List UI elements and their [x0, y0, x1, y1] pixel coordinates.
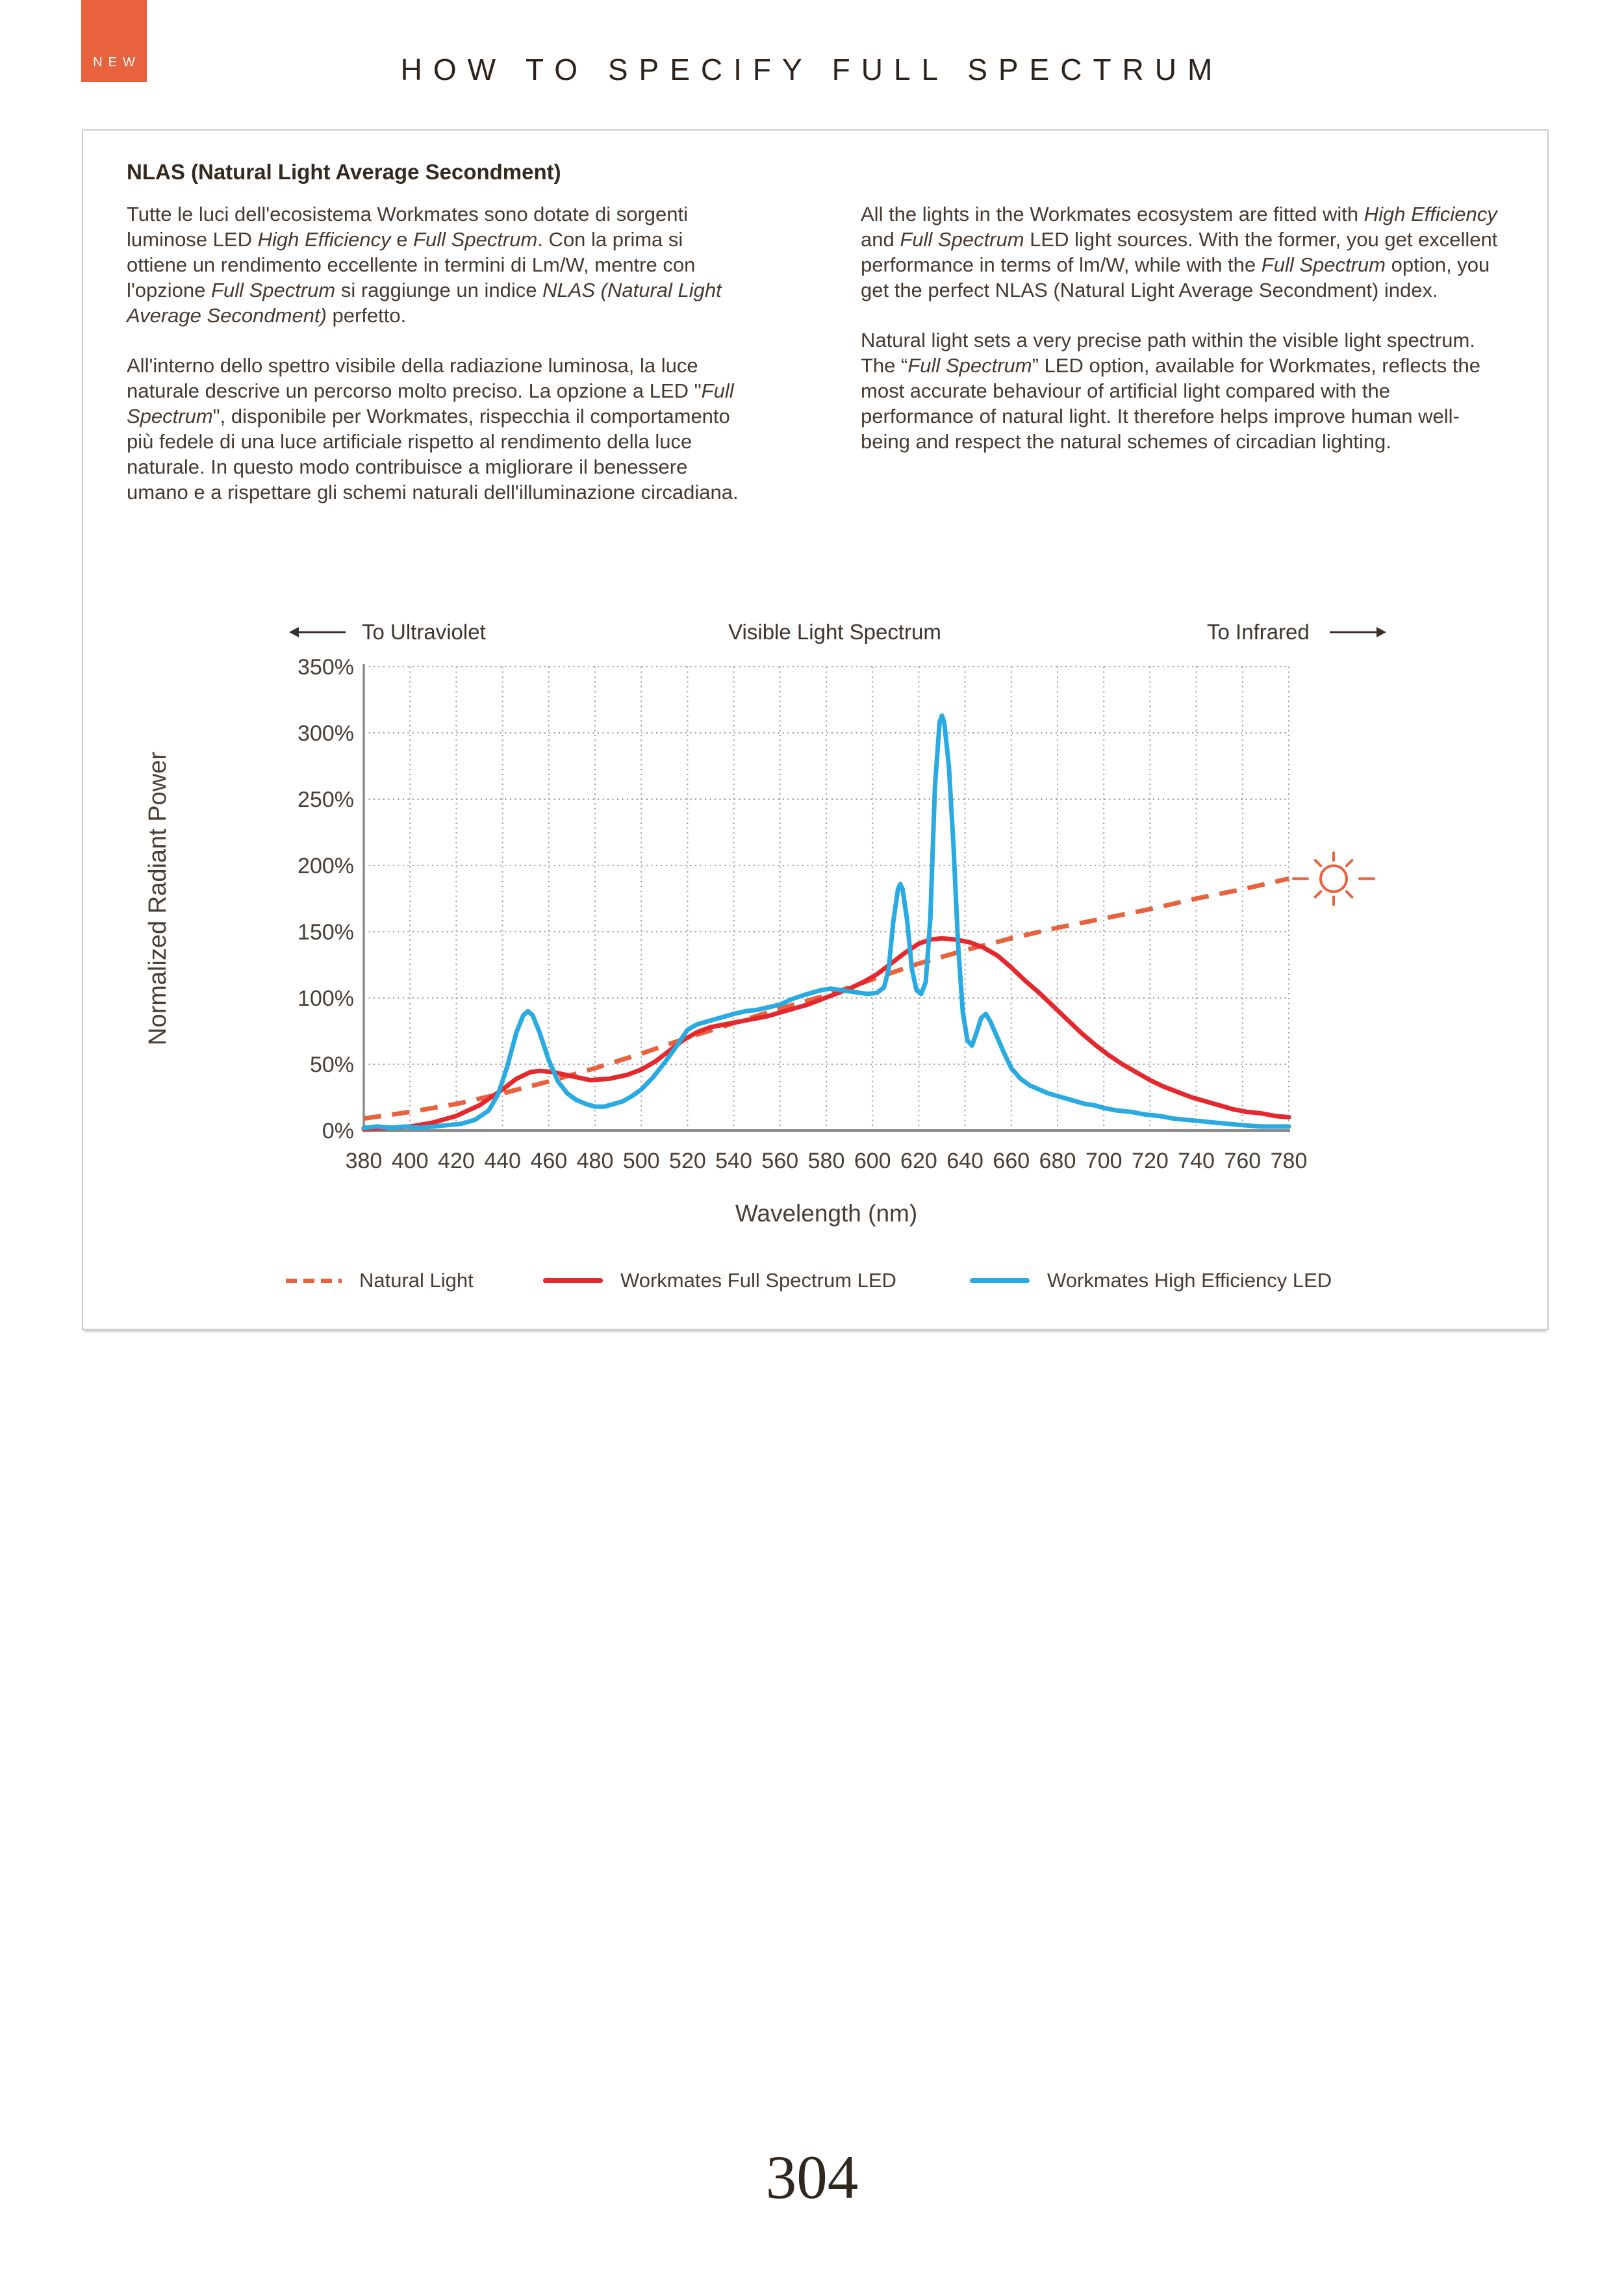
- legend-item-high-efficiency: Workmates High Efficiency LED: [970, 1269, 1332, 1292]
- x-tick-label: 640: [946, 1149, 983, 1173]
- y-tick-label: 350%: [298, 655, 354, 680]
- curve-workmates-high-efficiency-led: [361, 713, 1291, 1131]
- spectrum-chart: 0% 50% 100% 150% 200% 250% 300% 350% 380 400 420 44…: [117, 585, 1416, 1332]
- x-tick-label: 540: [715, 1149, 752, 1173]
- panel-heading: NLAS (Natural Light Average Secondment): [127, 160, 561, 184]
- y-tick-label: 300%: [298, 721, 354, 746]
- x-axis-title: Wavelength (nm): [735, 1200, 917, 1227]
- y-tick-label: 250%: [298, 787, 354, 812]
- x-tick-label: 500: [623, 1149, 660, 1173]
- chart-svg: 0% 50% 100% 150% 200% 250% 300% 350% 380 400 420 44…: [144, 655, 1375, 1227]
- y-axis-title: Normalized Radiant Power: [144, 752, 171, 1045]
- x-tick-label: 480: [577, 1149, 614, 1173]
- column-italian: Tutte le luci dell'ecosistema Workmates …: [127, 201, 744, 530]
- paragraph-en-2: Natural light sets a very precise path w…: [861, 329, 1480, 453]
- new-badge-label: NEW: [93, 55, 141, 70]
- sun-icon: [1292, 851, 1375, 906]
- full-spectrum-swatch: [543, 1278, 603, 1283]
- x-tick-label: 600: [854, 1149, 891, 1173]
- new-badge: NEW: [81, 0, 147, 82]
- x-tick-label: 620: [900, 1149, 937, 1173]
- y-tick-label: 200%: [298, 854, 354, 878]
- curve-workmates-full-spectrum-led: [361, 936, 1291, 1132]
- curve-natural-light: [363, 876, 1289, 1121]
- chart-generated: 0% 50% 100% 150% 200% 250% 300% 350% 380 400 420 44…: [298, 655, 1375, 1173]
- x-tick-label: 460: [530, 1149, 567, 1173]
- legend-item-natural-light: Natural Light: [286, 1269, 474, 1292]
- label-visible-light-spectrum: Visible Light Spectrum: [728, 620, 941, 644]
- label-to-infrared: To Infrared: [1207, 620, 1310, 644]
- page-title: HOW TO SPECIFY FULL SPECTRUM: [400, 53, 1224, 86]
- x-tick-label: 780: [1271, 1149, 1308, 1173]
- paragraph-it-2: All'interno dello spettro visibile della…: [127, 354, 739, 504]
- y-tick-label: 0%: [322, 1119, 354, 1143]
- legend-label-full-spectrum: Workmates Full Spectrum LED: [620, 1269, 896, 1292]
- paragraph-en-1: All the lights in the Workmates ecosyste…: [861, 203, 1498, 301]
- x-tick-label: 420: [438, 1149, 475, 1173]
- x-tick-label: 380: [346, 1149, 383, 1173]
- y-tick-label: 100%: [298, 986, 354, 1011]
- x-tick-label: 520: [669, 1149, 706, 1173]
- legend-label-high-efficiency: Workmates High Efficiency LED: [1047, 1269, 1332, 1292]
- x-tick-label: 700: [1085, 1149, 1123, 1173]
- right-arrow-icon: [1330, 622, 1387, 642]
- x-tick-label: 440: [484, 1149, 521, 1173]
- label-to-ultraviolet: To Ultraviolet: [362, 620, 486, 644]
- x-tick-label: 400: [392, 1149, 429, 1173]
- x-tick-label: 580: [808, 1149, 845, 1173]
- x-tick-label: 740: [1178, 1149, 1215, 1173]
- x-tick-label: 760: [1224, 1149, 1261, 1173]
- high-efficiency-swatch: [970, 1278, 1030, 1283]
- y-tick-label: 50%: [310, 1053, 354, 1077]
- legend-item-full-spectrum: Workmates Full Spectrum LED: [543, 1269, 896, 1292]
- column-english: All the lights in the Workmates ecosyste…: [861, 201, 1504, 479]
- left-arrow-icon: [288, 622, 346, 642]
- page-number: 304: [765, 2143, 859, 2212]
- legend-label-natural-light: Natural Light: [359, 1269, 474, 1292]
- x-tick-label: 560: [761, 1149, 798, 1173]
- y-tick-label: 150%: [298, 920, 354, 945]
- natural-light-dash-swatch: [286, 1278, 342, 1283]
- x-tick-label: 720: [1132, 1149, 1169, 1173]
- paragraph-it-1: Tutte le luci dell'ecosistema Workmates …: [127, 203, 722, 327]
- x-tick-label: 660: [993, 1149, 1030, 1173]
- x-tick-label: 680: [1039, 1149, 1076, 1173]
